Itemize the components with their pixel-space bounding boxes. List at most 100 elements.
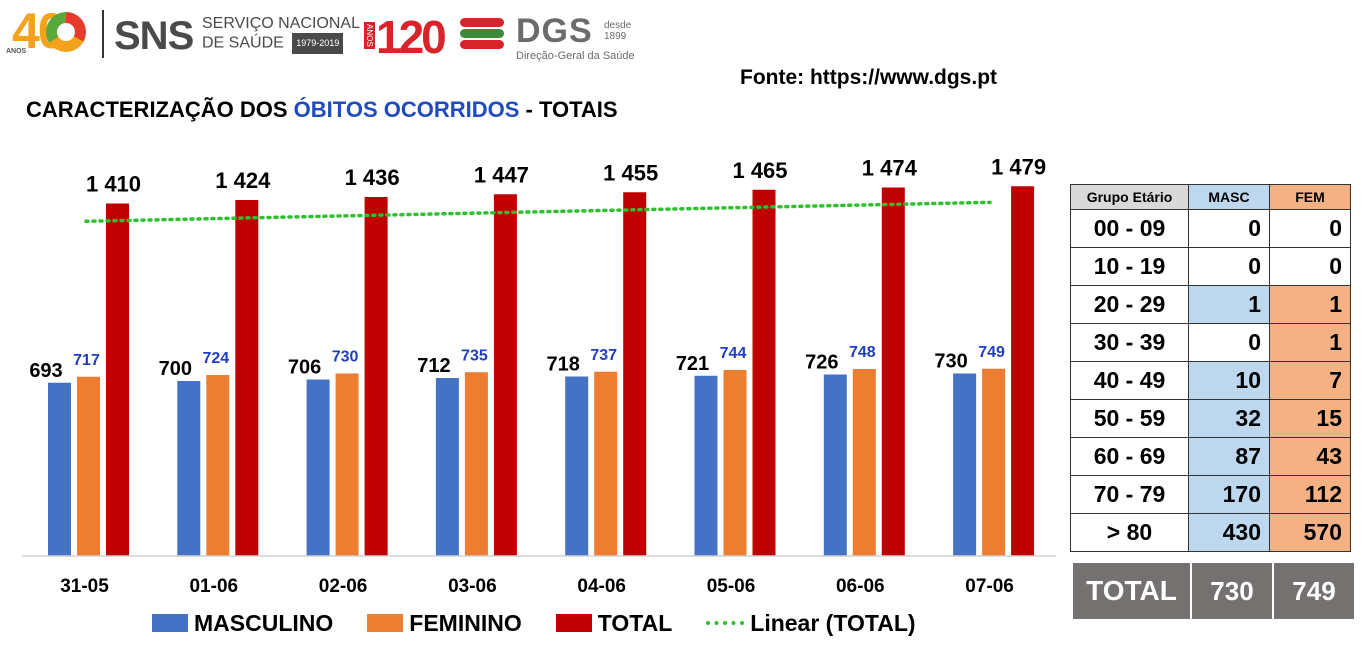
masc-cell: 0 <box>1188 323 1270 362</box>
legend-swatch-0 <box>152 614 188 632</box>
bar-feminino-03-06 <box>464 372 488 556</box>
age-group-cell: 60 - 69 <box>1070 437 1189 476</box>
dgs-since-1: desde <box>604 20 632 31</box>
x-tick-02-06: 02-06 <box>319 576 368 597</box>
age-group-cell: 00 - 09 <box>1070 209 1189 248</box>
legend-item-0: MASCULINO <box>152 610 333 637</box>
fem-cell: 112 <box>1269 475 1351 514</box>
x-tick-04-06: 04-06 <box>577 576 626 597</box>
label-feminino-01-06: 724 <box>202 350 229 367</box>
title-prefix: CARACTERIZAÇÃO DOS <box>26 97 294 122</box>
age-row: 00 - 09 0 0 <box>1070 209 1351 248</box>
fem-cell: 0 <box>1269 209 1351 248</box>
legend-label-3: Linear (TOTAL) <box>750 609 916 636</box>
header-masc: MASC <box>1188 184 1270 210</box>
dgs-emblem-stripe-3 <box>460 40 504 49</box>
total-masc: 730 <box>1190 561 1274 621</box>
label-total-02-06: 1 436 <box>345 165 400 190</box>
legend-swatch-2 <box>555 614 592 632</box>
label-feminino-31-05: 717 <box>73 352 100 369</box>
age-group-cell: 10 - 19 <box>1070 247 1189 286</box>
x-tick-07-06: 07-06 <box>965 576 1014 597</box>
bar-total-06-06 <box>881 187 905 556</box>
dgs-since: desde 1899 <box>604 20 631 42</box>
age-row: > 80 430 570 <box>1070 513 1351 552</box>
chart-legend: MASCULINO FEMININO TOTAL Linear (TOTAL) <box>152 608 950 638</box>
bar-feminino-01-06 <box>206 375 230 556</box>
age-group-cell: 30 - 39 <box>1070 323 1189 362</box>
x-tick-05-06: 05-06 <box>707 576 756 597</box>
bar-masculino-07-06 <box>953 373 977 556</box>
page-title: CARACTERIZAÇÃO DOS ÓBITOS OCORRIDOS - TO… <box>26 97 618 123</box>
age-group-cell: 20 - 29 <box>1070 285 1189 324</box>
legend-swatch-1 <box>367 614 404 632</box>
masc-cell: 10 <box>1188 361 1270 400</box>
x-tick-31-05: 31-05 <box>60 576 109 597</box>
dgs-logo-mark: DGS <box>516 12 593 50</box>
title-suffix: - TOTAIS <box>519 97 618 122</box>
age-row: 10 - 19 0 0 <box>1070 247 1351 286</box>
bar-feminino-05-06 <box>723 370 747 556</box>
fem-cell: 0 <box>1269 247 1351 286</box>
label-masculino-05-06: 721 <box>676 353 709 375</box>
age-group-cell: 50 - 59 <box>1070 399 1189 438</box>
legend-label-2: TOTAL <box>597 609 673 636</box>
logo120-digits: 120 <box>376 11 447 63</box>
legend-swatch-3 <box>706 621 745 625</box>
masc-cell: 430 <box>1188 513 1270 552</box>
chart-bars <box>48 186 1035 556</box>
fem-cell: 1 <box>1269 323 1351 362</box>
age-row: 70 - 79 170 112 <box>1070 475 1351 514</box>
label-total-06-06: 1 474 <box>862 156 918 181</box>
label-total-04-06: 1 455 <box>603 160 658 185</box>
header-age-group: Grupo Etário <box>1070 184 1189 210</box>
label-feminino-03-06: 735 <box>461 347 488 364</box>
age-group-cell: 70 - 79 <box>1070 475 1189 514</box>
age-group-cell: 40 - 49 <box>1070 361 1189 400</box>
bar-masculino-01-06 <box>177 381 201 556</box>
fem-cell: 1 <box>1269 285 1351 324</box>
label-total-03-06: 1 447 <box>474 162 529 187</box>
label-feminino-02-06: 730 <box>332 349 359 366</box>
masc-cell: 32 <box>1188 399 1270 438</box>
label-masculino-04-06: 718 <box>547 354 580 376</box>
age-row: 50 - 59 32 15 <box>1070 399 1351 438</box>
bar-masculino-02-06 <box>306 379 330 556</box>
x-tick-03-06: 03-06 <box>448 576 497 597</box>
age-row: 30 - 39 0 1 <box>1070 323 1351 362</box>
bar-total-01-06 <box>235 200 259 556</box>
total-label: TOTAL <box>1071 561 1192 621</box>
dgs-120-years-logo: ANOS 120 <box>364 10 464 63</box>
fem-cell: 570 <box>1269 513 1351 552</box>
age-row: 40 - 49 10 7 <box>1070 361 1351 400</box>
masc-cell: 1 <box>1188 285 1270 324</box>
trendline <box>84 200 992 224</box>
label-feminino-06-06: 748 <box>849 344 876 361</box>
logo40-ring-icon <box>46 12 86 52</box>
label-total-07-06: 1 479 <box>991 154 1046 179</box>
total-row: TOTAL 730 749 <box>1071 561 1356 621</box>
age-table-body: 00 - 09 0 0 10 - 19 0 0 20 - 29 1 1 30 - 39 0 1 40 -… <box>1070 209 1351 552</box>
logo40-anos: ANOS <box>6 48 27 55</box>
label-total-05-06: 1 465 <box>732 158 787 183</box>
header-logos: 40 ANOS SNS SERVIÇO NACIONAL DE SAÚDE 19… <box>4 3 644 64</box>
label-masculino-07-06: 730 <box>934 351 967 373</box>
bar-feminino-04-06 <box>594 371 618 556</box>
label-masculino-06-06: 726 <box>805 352 838 374</box>
bar-total-02-06 <box>364 197 388 556</box>
bar-feminino-07-06 <box>982 368 1006 556</box>
label-total-31-05: 1 410 <box>86 172 141 197</box>
dgs-since-2: 1899 <box>604 31 627 42</box>
dgs-emblem-stripe-2 <box>460 29 504 38</box>
masc-cell: 0 <box>1188 247 1270 286</box>
sns-logo-text: SERVIÇO NACIONAL DE SAÚDE 1979-2019 <box>202 14 360 54</box>
logo120-anos: ANOS <box>364 22 375 49</box>
sns-40-years-logo: 40 ANOS <box>4 3 96 62</box>
bar-masculino-03-06 <box>435 378 459 556</box>
bar-total-31-05 <box>106 203 129 556</box>
legend-label-0: MASCULINO <box>194 609 334 636</box>
bar-masculino-05-06 <box>694 375 718 556</box>
legend-item-3: Linear (TOTAL) <box>706 609 916 637</box>
fem-cell: 7 <box>1269 361 1351 400</box>
bar-feminino-06-06 <box>852 369 876 556</box>
